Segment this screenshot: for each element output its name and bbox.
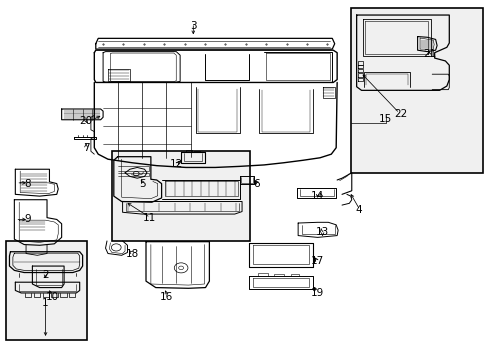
Text: 5: 5 (139, 179, 145, 189)
Bar (5, 241, 87, 339)
Text: 22: 22 (393, 109, 407, 119)
Text: 12: 12 (169, 159, 183, 169)
Bar (112, 151, 250, 241)
Text: 18: 18 (125, 248, 139, 258)
Text: 3: 3 (190, 21, 196, 31)
Text: 7: 7 (82, 143, 89, 153)
Text: 4: 4 (355, 206, 362, 216)
Text: 15: 15 (379, 114, 392, 124)
Text: 19: 19 (310, 288, 324, 298)
Text: 20: 20 (80, 116, 92, 126)
Text: 17: 17 (310, 256, 324, 266)
Text: 2: 2 (42, 270, 49, 280)
Text: 14: 14 (310, 191, 324, 201)
Text: 13: 13 (315, 227, 328, 237)
Text: 10: 10 (45, 292, 59, 302)
Text: 6: 6 (253, 179, 260, 189)
Text: 16: 16 (160, 292, 173, 302)
Text: 21: 21 (422, 49, 435, 59)
Text: 8: 8 (24, 179, 31, 189)
Text: 1: 1 (42, 298, 49, 308)
Bar (350, 8, 483, 173)
Text: 9: 9 (24, 215, 31, 224)
Text: 11: 11 (142, 213, 156, 222)
